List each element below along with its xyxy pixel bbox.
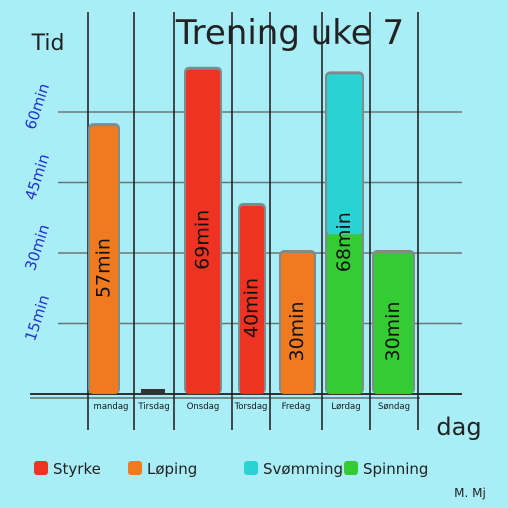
data-label: 68min xyxy=(333,212,355,272)
bar-svømming xyxy=(327,74,362,235)
legend-label: Svømming xyxy=(263,460,343,478)
data-label: 69min xyxy=(192,210,214,270)
bar-styrke xyxy=(186,69,220,394)
category-label: Lørdag xyxy=(331,402,360,412)
category-label: mandag xyxy=(94,402,129,412)
signature: M. Mj xyxy=(454,486,486,500)
legend: Styrke Løping Svømming Spinning xyxy=(34,460,428,478)
bar-løping xyxy=(90,126,118,394)
bar-empty xyxy=(141,389,165,393)
y-tick-label: 45min xyxy=(21,152,53,203)
data-label: 57min xyxy=(93,238,115,298)
y-axis-label: Tid xyxy=(31,31,65,56)
legend-swatch xyxy=(344,461,358,475)
legend-swatch xyxy=(34,461,48,475)
data-label: 30min xyxy=(286,301,308,361)
y-tick-label: 15min xyxy=(21,293,53,344)
bar-spinning xyxy=(374,253,413,394)
bars-layer xyxy=(88,66,415,395)
x-axis-label: dag xyxy=(436,413,481,441)
legend-swatch xyxy=(244,461,258,475)
data-label: 40min xyxy=(241,278,263,338)
bar-løping xyxy=(281,253,314,394)
chart-title: Trening uke 7 xyxy=(175,13,404,53)
bar-spinning xyxy=(327,234,362,394)
legend-label: Spinning xyxy=(363,460,428,478)
labels-layer: 15min 30min 45min 60min 57min mandag Tirsdag 69… xyxy=(21,81,410,412)
category-label: Tirsdag xyxy=(137,402,169,412)
legend-label: Styrke xyxy=(53,460,101,478)
y-tick-label: 30min xyxy=(21,222,53,273)
data-label: 30min xyxy=(382,301,404,361)
legend-swatch xyxy=(128,461,142,475)
category-label: Torsdag xyxy=(234,402,268,412)
category-label: Søndag xyxy=(378,402,410,412)
legend-label: Løping xyxy=(147,460,197,478)
bar-styrke xyxy=(240,206,264,394)
category-label: Onsdag xyxy=(187,402,220,412)
category-label: Fredag xyxy=(282,402,311,412)
y-tick-label: 60min xyxy=(21,81,53,132)
